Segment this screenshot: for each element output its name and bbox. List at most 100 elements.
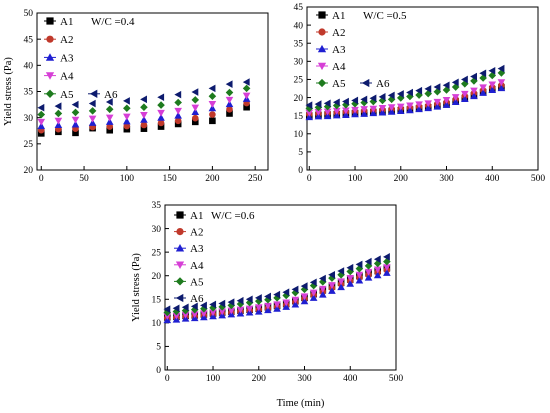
x-tick-label: 0 [165,374,170,384]
data-point [451,98,460,105]
data-point [264,295,272,304]
data-point [369,109,378,117]
data-point [314,109,323,116]
legend-entry-A5: A5 [316,78,346,90]
data-point [342,97,349,106]
data-point [406,106,414,114]
legend-entry-A1: A1 [174,210,203,222]
data-point [282,299,291,307]
data-point [174,98,182,107]
data-point [174,117,182,125]
data-point [227,298,235,306]
data-point [123,113,131,121]
data-point [461,90,469,98]
y-tick-label: 40 [24,62,34,72]
x-tick-label: 500 [389,374,404,384]
data-point [209,117,216,125]
data-point [72,129,79,137]
legend-marker [317,62,327,71]
data-point [123,104,131,113]
y-tick-label: 15 [294,112,304,122]
data-point [355,271,364,279]
legend-entry-A6: A6 [88,89,118,101]
data-point [242,92,251,100]
data-point [273,304,281,312]
legend-marker [175,293,184,303]
data-point [123,117,131,125]
x-tick-label: 250 [248,174,263,184]
data-point [140,103,148,111]
data-point [71,116,80,124]
data-point [364,262,373,270]
x-tick-label: 100 [206,374,221,384]
y-tick-label: 20 [24,166,34,176]
x-tick-label: 400 [343,374,358,384]
data-point [387,95,396,104]
data-point [208,101,217,108]
data-point [291,288,300,297]
y-axis-label: Yield stress (Pa) [3,57,14,126]
data-point [360,106,368,113]
data-point [351,106,359,114]
data-point [360,95,368,104]
legend-label: A3 [60,52,74,64]
data-point [342,101,350,109]
data-point [254,294,262,302]
x-tick-label: 0 [307,174,312,184]
data-point [319,278,327,286]
y-tick-label: 25 [152,248,162,258]
data-point [157,101,165,109]
legend-marker [176,211,184,219]
data-point [225,88,234,97]
data-point [190,302,198,311]
data-point [200,301,207,310]
data-point [37,118,46,126]
y-tick-label: 20 [294,94,304,104]
data-point [106,123,114,130]
data-point [105,105,114,114]
legend-entry-A6: A6 [174,293,204,305]
data-point [424,104,433,112]
data-point [396,103,405,111]
y-tick-label: 35 [152,201,162,211]
data-point [387,91,395,100]
data-point [319,285,327,293]
legend-entry-A3: A3 [316,44,346,56]
series-A4 [37,92,251,126]
data-point [355,260,363,269]
data-point [378,93,386,101]
legend: A1 W/C =0.4 A2 A3 A4 A5 A6 [44,16,135,101]
data-point [174,90,182,99]
data-point [273,301,281,309]
data-point [442,101,451,108]
data-point [242,78,250,86]
legend-marker [318,11,326,19]
data-point [488,81,497,89]
legend-label: A3 [190,243,204,255]
legend-marker [317,78,327,88]
legend-label: A5 [332,78,346,90]
data-point [209,309,217,317]
data-point [373,259,382,268]
data-point [346,275,355,282]
legend-entry-A2: A2 [44,34,73,46]
data-point [140,112,148,119]
data-point [479,84,487,92]
legend-marker [46,17,54,25]
legend-entry-A2: A2 [174,227,203,239]
data-point [488,66,496,75]
legend: A1 W/C =0.6 A2 A3 A4 A5 A6 [174,210,255,305]
data-point [157,109,165,117]
data-point [373,271,382,279]
legend-label: A6 [190,293,204,305]
x-tick-label: 300 [297,374,312,384]
data-point [442,97,451,104]
data-point [314,100,322,108]
data-point [282,288,290,297]
data-point [172,312,181,320]
data-point [451,78,459,87]
y-tick-label: 0 [156,366,161,376]
chart-wc06: 0 100 200 300 400 500 0 5 10 15 20 25 30 35 Yield stre… [131,201,403,409]
legend-label: A4 [332,61,346,73]
data-point [332,111,341,119]
